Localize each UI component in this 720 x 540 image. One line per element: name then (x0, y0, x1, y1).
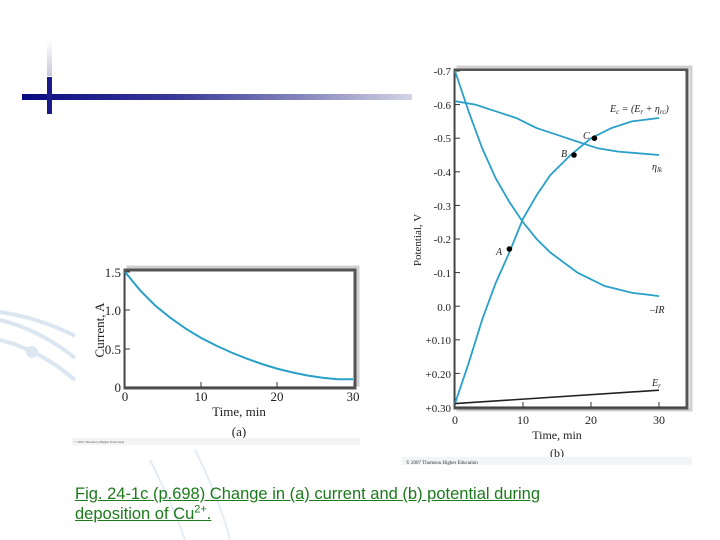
y-tick-label: +0.20 (426, 369, 452, 381)
current-chart: 1.5 1.0 0.5 0 0 10 20 30 Time, min (a) C… (72, 265, 360, 445)
x-tick-label: 0 (122, 389, 129, 404)
x-axis-label: Time, min (532, 428, 582, 442)
er-label: Er (651, 378, 661, 390)
y-tick-label: -0.7 (434, 66, 452, 78)
ec-label: Ec = (Er + ηrc) (609, 104, 669, 116)
caption-superscript: 2+ (194, 503, 207, 516)
point-c-label: C (583, 131, 590, 142)
y-tick-label: 1.0 (105, 303, 121, 318)
eta-lk-curve (454, 100, 660, 156)
y-tick-label: +0.30 (426, 403, 452, 415)
y-tick-label: 0.0 (437, 302, 451, 314)
caption-end: . (206, 505, 212, 523)
y-tick-label: +0.10 (426, 335, 452, 347)
chart-panel-b: -0.7 -0.6 -0.5 -0.4 -0.3 -0.2 -0.1 0.0 +… (400, 60, 700, 470)
potential-chart: -0.7 -0.6 -0.5 -0.4 -0.3 -0.2 -0.1 0.0 +… (402, 65, 693, 466)
y-axis-label: Potential, V (412, 214, 424, 266)
x-tick-label: 0 (452, 413, 458, 427)
decor-vertical-bar (47, 77, 52, 114)
y-tick-label: -0.3 (434, 201, 452, 213)
background-swoosh (0, 310, 231, 540)
panel-label: (b) (550, 446, 564, 460)
point-c-marker (591, 135, 598, 141)
er-curve (454, 389, 660, 405)
ir-label: –IR (649, 305, 664, 316)
chart-panel-a: 1.5 1.0 0.5 0 0 10 20 30 Time, min (a) C… (70, 260, 370, 450)
x-tick-label: 30 (347, 389, 360, 404)
y-tick-label: 0 (115, 380, 122, 395)
y-tick-label: -0.6 (434, 100, 452, 112)
point-a-label: A (495, 247, 503, 258)
x-tick-label: 30 (653, 413, 665, 427)
caption-text: Fig. 24-1c (p.698) Change in (a) current… (75, 485, 541, 523)
decor-vertical-bar-fade (47, 40, 52, 76)
x-tick-label: 20 (271, 389, 284, 404)
ec-curve (454, 117, 660, 404)
y-axis-label: Current, A (92, 302, 107, 357)
panel-label: (a) (232, 424, 246, 439)
figure-caption[interactable]: Fig. 24-1c (p.698) Change in (a) current… (75, 484, 595, 524)
x-tick-label: 20 (585, 413, 597, 427)
point-b-marker (571, 152, 577, 158)
x-tick-label: 10 (517, 413, 529, 427)
y-tick-label: -0.4 (434, 167, 452, 179)
eta-lk-label: ηlk (652, 162, 663, 174)
x-tick-label: 10 (195, 389, 208, 404)
y-tick-label: 1.5 (105, 265, 121, 280)
y-tick-label: 0.5 (105, 342, 121, 357)
point-a-marker (506, 246, 513, 252)
x-axis-label: Time, min (212, 404, 266, 419)
y-tick-label: -0.2 (434, 234, 451, 246)
point-b-label: B (561, 149, 567, 160)
ir-curve (454, 70, 660, 297)
decor-horizontal-bar (22, 94, 412, 100)
y-tick-label: -0.5 (434, 133, 452, 145)
current-curve (124, 271, 353, 381)
copyright-b: © 2007 Thomson Higher Education (406, 460, 478, 466)
copyright-a: © 2007 Thomson Higher Education (74, 439, 124, 444)
y-tick-label: -0.1 (434, 268, 451, 280)
